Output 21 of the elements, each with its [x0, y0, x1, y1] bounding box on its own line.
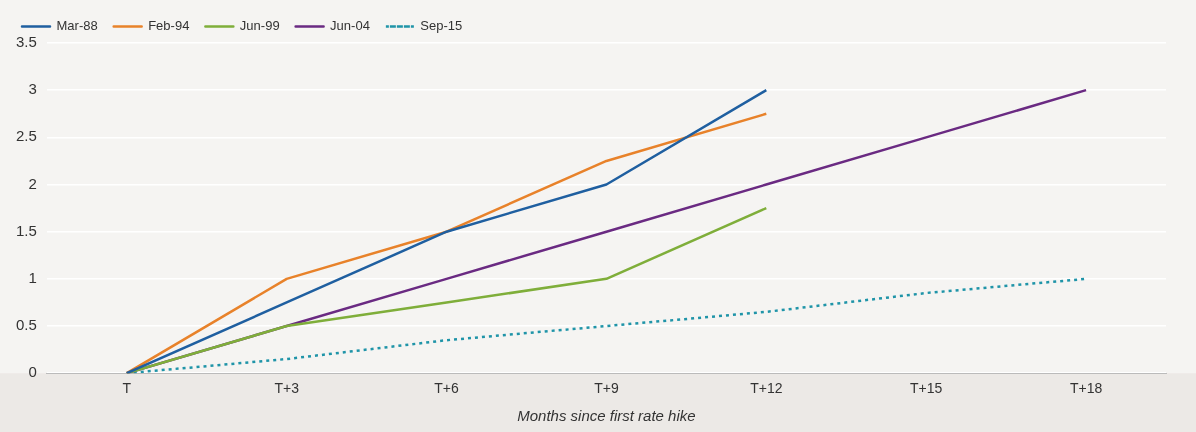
- y-tick-label: 1: [28, 269, 37, 286]
- x-tick-label: T+15: [910, 380, 943, 397]
- y-tick-label: 2: [28, 174, 37, 192]
- x-tick-label: T+6: [434, 380, 460, 397]
- x-axis-title: Months since first rate hike: [517, 407, 696, 425]
- legend-label: Sep-15: [420, 18, 463, 34]
- y-tick-label: 2.5: [15, 127, 37, 145]
- legend-label: Jun-99: [239, 18, 280, 34]
- legend-label: Jun-04: [330, 18, 370, 34]
- legend-label: Mar-88: [56, 18, 98, 34]
- x-tick-label: T+12: [750, 380, 783, 397]
- x-tick-label: T+18: [1069, 380, 1103, 397]
- y-tick-label: 1.5: [15, 221, 37, 239]
- y-tick-label: 3.5: [15, 33, 37, 51]
- y-tick-label: 0: [28, 363, 37, 381]
- legend-label: Feb-94: [148, 18, 190, 34]
- y-tick-label: 3: [28, 80, 37, 98]
- y-tick-label: 0.5: [15, 316, 37, 334]
- x-tick-label: T: [122, 380, 132, 397]
- x-tick-label: T+3: [274, 380, 300, 397]
- x-tick-label: T+9: [594, 380, 619, 397]
